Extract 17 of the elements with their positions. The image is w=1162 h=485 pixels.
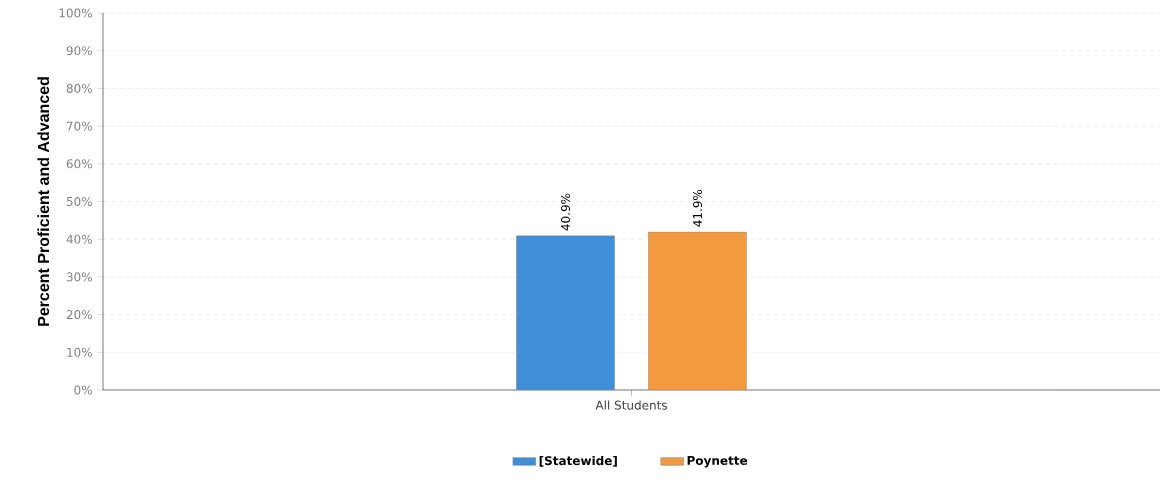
- y-tick-label: 60%: [66, 159, 92, 169]
- y-tick-label: 0%: [74, 385, 92, 395]
- legend-label: [Statewide]: [539, 455, 617, 467]
- y-tick-label: 100%: [59, 8, 92, 18]
- data-label: 41.9%: [692, 189, 703, 227]
- y-tick-label: 40%: [66, 234, 92, 244]
- y-tick-label: 80%: [66, 83, 92, 93]
- y-tick-label: 20%: [66, 310, 92, 320]
- y-tick-label: 10%: [67, 347, 92, 357]
- y-tick-label: 50%: [66, 196, 92, 207]
- y-axis-title: Percent Proficient and Advanced: [37, 77, 50, 326]
- legend-label: Poynette: [687, 456, 748, 468]
- y-tick-label: 90%: [66, 46, 92, 56]
- y-tick-label: 70%: [66, 121, 92, 131]
- x-tick-label: All Students: [595, 400, 668, 410]
- y-tick-label: 30%: [66, 272, 92, 282]
- data-label: 40.9%: [560, 193, 571, 231]
